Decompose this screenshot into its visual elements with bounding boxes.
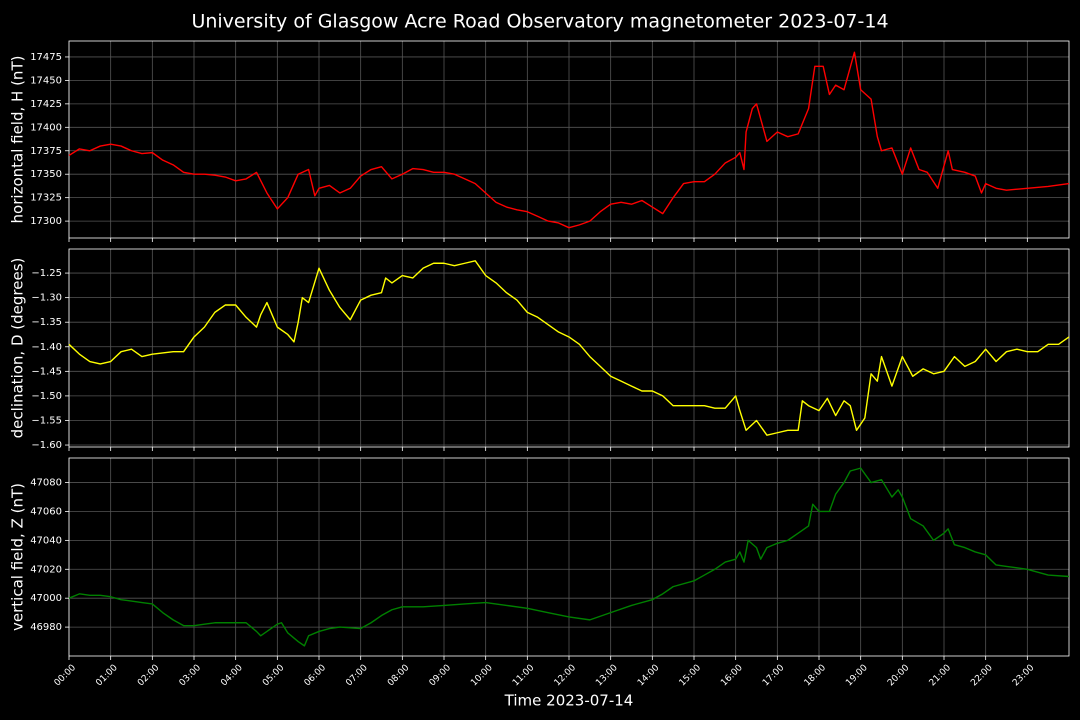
y-tick-label: −1.55: [31, 415, 62, 426]
y-axis-label: horizontal field, H (nT): [9, 56, 27, 224]
y-tick-label: −1.35: [31, 317, 62, 328]
y-tick-label: 17325: [30, 193, 62, 204]
series-line: [68, 467, 1070, 647]
axes-frame: [68, 248, 1070, 448]
axes-frame: [68, 457, 1070, 657]
y-tick-label: 17350: [30, 169, 62, 180]
y-tick-label: 17450: [30, 75, 62, 86]
y-axis-label: declination, D (degrees): [9, 258, 27, 439]
y-tick-label: −1.40: [31, 342, 62, 353]
y-axis-label: vertical field, Z (nT): [9, 483, 27, 631]
y-tick-label: −1.25: [31, 268, 62, 279]
y-tick-label: 47040: [30, 535, 62, 546]
y-tick-label: 46980: [30, 622, 62, 633]
x-axis-label: Time 2023-07-14: [504, 692, 634, 710]
y-tick-label: −1.30: [31, 293, 62, 304]
y-tick-label: −1.60: [31, 440, 62, 451]
axes-frame: [68, 40, 1070, 239]
y-tick-label: 17425: [30, 99, 62, 110]
series-line: [68, 51, 1070, 229]
series-line: [68, 260, 1070, 436]
y-tick-label: 17475: [30, 52, 62, 63]
y-tick-label: −1.50: [31, 391, 62, 402]
y-tick-label: 17375: [30, 146, 62, 157]
y-tick-label: −1.45: [31, 366, 62, 377]
chart-title: University of Glasgow Acre Road Observat…: [191, 11, 888, 33]
y-tick-label: 47060: [30, 506, 62, 517]
y-tick-label: 47020: [30, 564, 62, 575]
y-tick-label: 47000: [30, 593, 62, 604]
y-tick-label: 17400: [30, 122, 62, 133]
y-tick-label: 47080: [30, 478, 62, 489]
y-tick-label: 17300: [30, 216, 62, 227]
